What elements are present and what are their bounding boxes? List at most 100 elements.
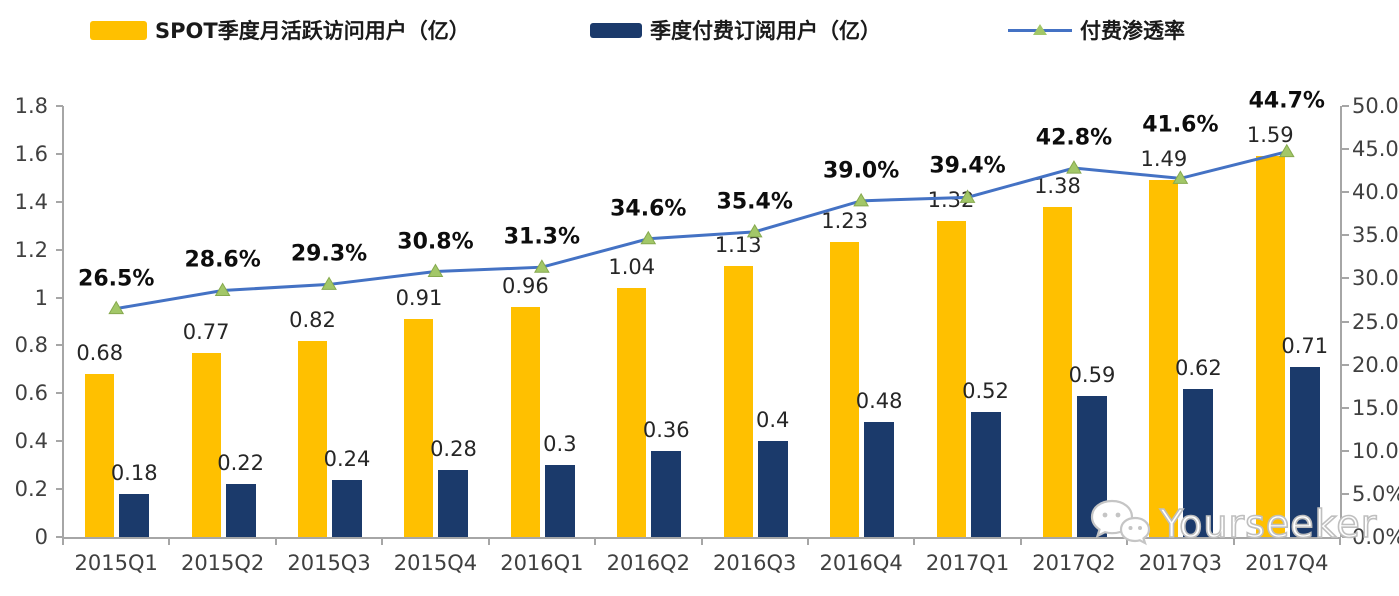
penetration-marker-icon — [534, 259, 550, 273]
penetration-value-label: 35.4% — [716, 189, 793, 215]
bar-subs-value-label: 0.24 — [323, 446, 371, 471]
legend-item-subs: 季度付费订阅用户（亿） — [590, 16, 881, 44]
x-axis-tick — [1019, 537, 1022, 545]
right-axis-tick-label: 45.0% — [1352, 137, 1399, 162]
y-axis-tick — [56, 200, 63, 203]
right-axis-tick — [1342, 449, 1349, 452]
right-axis-tick-label: 20.0% — [1352, 352, 1399, 377]
x-axis-label: 2017Q3 — [1138, 551, 1223, 575]
watermark: Yourseeker — [1088, 498, 1377, 550]
right-axis-tick-label: 0.0% — [1352, 525, 1399, 549]
bar-subs — [757, 441, 788, 537]
bar-mau-value-label: 0.68 — [76, 341, 124, 366]
penetration-marker-icon — [640, 230, 657, 245]
right-axis-tick-label: 50.0% — [1352, 94, 1399, 118]
bar-subs — [225, 484, 256, 537]
x-axis-tick — [806, 537, 809, 545]
right-axis-tick — [1342, 536, 1349, 538]
right-axis-tick-label: 25.0% — [1352, 309, 1399, 334]
y-axis-tick — [56, 440, 63, 443]
subs-legend-swatch-icon — [590, 22, 642, 38]
bar-mau-value-label: 0.82 — [289, 307, 336, 332]
bar-mau — [510, 307, 540, 537]
y-axis-tick — [56, 536, 63, 538]
mau-legend-swatch-icon — [90, 20, 147, 40]
legend-item-mau: SPOT季度月活跃访问用户（亿） — [90, 16, 470, 44]
y-axis-tick-label: 1.6 — [14, 141, 48, 166]
right-axis-tick-label: 5.0% — [1352, 481, 1399, 506]
bar-mau-value-label: 1.59 — [1246, 123, 1294, 148]
watermark-text: Yourseeker — [1159, 501, 1378, 547]
x-axis-tick — [913, 537, 916, 545]
y-axis-tick — [56, 105, 63, 107]
y-axis-tick-label: 1.4 — [14, 189, 48, 214]
right-axis-tick-label: 15.0% — [1352, 395, 1399, 420]
penetration-marker-icon — [1066, 160, 1082, 174]
x-axis-tick — [274, 537, 277, 545]
bar-mau-value-label: 1.38 — [1034, 173, 1081, 198]
legend-label-penetration: 付费渗透率 — [1080, 19, 1185, 43]
penetration-marker-icon — [427, 263, 444, 278]
bar-mau-value-label: 1.04 — [608, 254, 656, 279]
x-axis-label: 2016Q1 — [500, 551, 584, 575]
right-axis-tick — [1342, 320, 1349, 323]
bar-subs-value-label: 0.71 — [1281, 333, 1329, 358]
y-axis-tick — [56, 248, 63, 251]
bar-mau — [404, 319, 434, 537]
penetration-value-label: 41.6% — [1142, 112, 1219, 138]
bar-subs — [651, 450, 682, 537]
right-axis-tick-label: 40.0% — [1352, 180, 1399, 205]
x-axis-tick — [381, 537, 384, 545]
x-axis-label: 2015Q1 — [74, 551, 158, 575]
y-axis-tick-label: 0.8 — [14, 333, 48, 358]
penetration-marker-icon — [214, 282, 231, 296]
y-axis-tick — [56, 344, 63, 347]
bar-mau — [191, 352, 221, 537]
x-axis-label: 2016Q2 — [606, 551, 690, 575]
bar-subs-value-label: 0.28 — [430, 436, 477, 461]
penetration-value-label: 31.3% — [503, 224, 581, 250]
x-axis-tick — [700, 537, 703, 545]
bar-subs — [1289, 366, 1320, 537]
x-axis-tick — [487, 537, 490, 545]
y-axis-tick-label: 0.4 — [14, 429, 48, 454]
penetration-value-label: 34.6% — [610, 196, 687, 222]
penetration-line — [115, 150, 1288, 311]
bar-mau-value-label: 0.77 — [182, 319, 230, 344]
penetration-value-label: 39.4% — [929, 153, 1006, 179]
penetration-marker-icon — [321, 276, 337, 290]
right-axis-tick-label: 30.0% — [1352, 266, 1399, 291]
x-axis-label: 2017Q2 — [1032, 551, 1116, 575]
bar-subs — [1183, 388, 1214, 537]
y-axis-tick — [56, 152, 63, 155]
y-axis-line — [62, 106, 64, 537]
x-axis-tick — [168, 537, 171, 545]
bar-mau-value-label: 1.32 — [927, 187, 975, 212]
penetration-marker-icon — [108, 300, 125, 315]
bar-subs-value-label: 0.52 — [962, 379, 1009, 404]
x-axis-label: 2015Q2 — [180, 551, 265, 575]
bar-subs — [438, 469, 469, 537]
right-axis-line — [1340, 106, 1342, 537]
x-axis-label: 2017Q1 — [925, 551, 1010, 575]
bar-subs-value-label: 0.36 — [642, 417, 690, 442]
penetration-value-label: 30.8% — [397, 229, 474, 254]
penetration-marker-icon — [853, 192, 869, 207]
x-axis-label: 2015Q3 — [287, 551, 371, 575]
y-axis-tick-label: 1.8 — [14, 94, 48, 118]
bar-subs-value-label: 0.48 — [855, 389, 903, 414]
bar-mau — [723, 266, 753, 537]
y-axis-tick — [56, 296, 63, 299]
bar-mau-value-label: 1.23 — [821, 209, 869, 234]
right-axis-tick — [1342, 234, 1349, 237]
bar-subs — [544, 465, 575, 537]
x-axis-tick — [1339, 537, 1341, 545]
penetration-value-label: 28.6% — [184, 247, 261, 273]
y-axis-tick-label: 1.2 — [14, 237, 48, 262]
bar-mau-value-label: 1.13 — [714, 233, 762, 258]
bar-subs — [119, 493, 150, 537]
right-axis-tick — [1342, 191, 1349, 194]
right-axis-tick — [1342, 492, 1349, 495]
legend-label-subs: 季度付费订阅用户（亿） — [650, 19, 881, 43]
x-axis-tick — [62, 537, 64, 545]
